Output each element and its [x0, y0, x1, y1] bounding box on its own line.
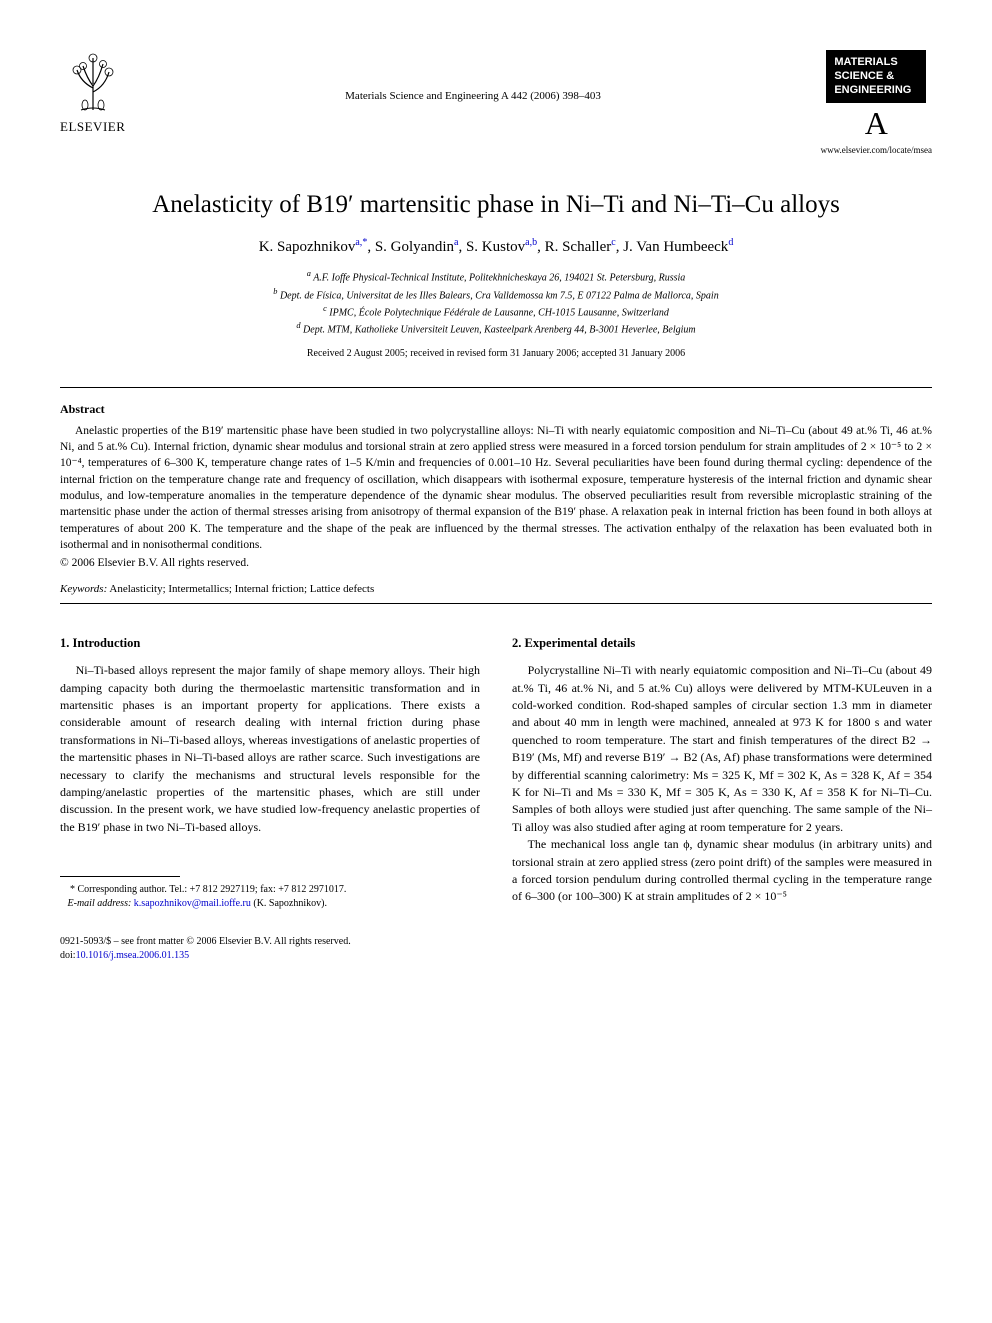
footer: 0921-5093/$ – see front matter © 2006 El…: [60, 935, 932, 963]
experimental-paragraph: The mechanical loss angle tan ϕ, dynamic…: [512, 836, 932, 906]
article-dates: Received 2 August 2005; received in revi…: [60, 348, 932, 359]
affiliation: a A.F. Ioffe Physical-Technical Institut…: [60, 268, 932, 285]
footer-doi: doi:10.1016/j.msea.2006.01.135: [60, 949, 932, 963]
affil-link[interactable]: a: [454, 237, 458, 248]
divider: [60, 387, 932, 388]
author: S. Golyandina: [375, 239, 459, 255]
affil-link[interactable]: c: [611, 237, 615, 248]
publisher-name: ELSEVIER: [60, 119, 125, 135]
badge-line: SCIENCE &: [834, 70, 918, 84]
affiliations: a A.F. Ioffe Physical-Technical Institut…: [60, 268, 932, 337]
left-column: 1. Introduction Ni–Ti-based alloys repre…: [60, 634, 480, 911]
elsevier-tree-logo: [63, 50, 123, 115]
author: J. Van Humbeeckd: [623, 239, 733, 255]
email-attribution: (K. Sapozhnikov).: [253, 898, 327, 909]
doi-link[interactable]: 10.1016/j.msea.2006.01.135: [76, 950, 190, 961]
keywords-label: Keywords:: [60, 583, 107, 595]
badge-line: ENGINEERING: [834, 84, 918, 98]
footnote-divider: [60, 876, 180, 877]
journal-url[interactable]: www.elsevier.com/locate/msea: [821, 145, 932, 155]
corresponding-footnote: * Corresponding author. Tel.: +7 812 292…: [60, 883, 480, 911]
footnote-text: Corresponding author. Tel.: +7 812 29271…: [78, 884, 347, 895]
header: ELSEVIER Materials Science and Engineeri…: [60, 50, 932, 155]
article-title: Anelasticity of B19′ martensitic phase i…: [60, 191, 932, 219]
abstract-heading: Abstract: [60, 402, 932, 417]
affiliation: d Dept. MTM, Katholieke Universiteit Leu…: [60, 320, 932, 337]
author: K. Sapozhnikova,*: [259, 239, 368, 255]
section-heading-intro: 1. Introduction: [60, 634, 480, 652]
keywords-text: Anelasticity; Intermetallics; Internal f…: [109, 583, 374, 595]
author: R. Schallerc: [545, 239, 616, 255]
journal-letter: A: [865, 105, 888, 142]
body-columns: 1. Introduction Ni–Ti-based alloys repre…: [60, 634, 932, 911]
author: S. Kustova,b: [466, 239, 537, 255]
keywords: Keywords: Anelasticity; Intermetallics; …: [60, 583, 932, 595]
email-label: E-mail address:: [68, 898, 132, 909]
section-heading-experimental: 2. Experimental details: [512, 634, 932, 652]
authors-line: K. Sapozhnikova,*, S. Golyandina, S. Kus…: [60, 237, 932, 256]
corr-link[interactable]: *: [362, 237, 367, 248]
affil-link[interactable]: d: [728, 237, 733, 248]
affil-link[interactable]: a,b: [525, 237, 537, 248]
experimental-paragraph: Polycrystalline Ni–Ti with nearly equiat…: [512, 662, 932, 836]
journal-badge: MATERIALS SCIENCE & ENGINEERING: [826, 50, 926, 103]
affiliation: c IPMC, École Polytechnique Fédérale de …: [60, 303, 932, 320]
affiliation: b Dept. de Física, Universitat de les Il…: [60, 286, 932, 303]
footer-copyright: 0921-5093/$ – see front matter © 2006 El…: [60, 935, 932, 949]
intro-paragraph: Ni–Ti-based alloys represent the major f…: [60, 662, 480, 836]
journal-badge-block: MATERIALS SCIENCE & ENGINEERING A www.el…: [821, 50, 932, 155]
publisher-block: ELSEVIER: [60, 50, 125, 135]
email-link[interactable]: k.sapozhnikov@mail.ioffe.ru: [134, 898, 251, 909]
divider: [60, 603, 932, 604]
abstract-copyright: © 2006 Elsevier B.V. All rights reserved…: [60, 557, 932, 569]
journal-reference: Materials Science and Engineering A 442 …: [125, 50, 820, 102]
badge-line: MATERIALS: [834, 56, 918, 70]
abstract-text: Anelastic properties of the B19′ martens…: [60, 423, 932, 554]
right-column: 2. Experimental details Polycrystalline …: [512, 634, 932, 911]
